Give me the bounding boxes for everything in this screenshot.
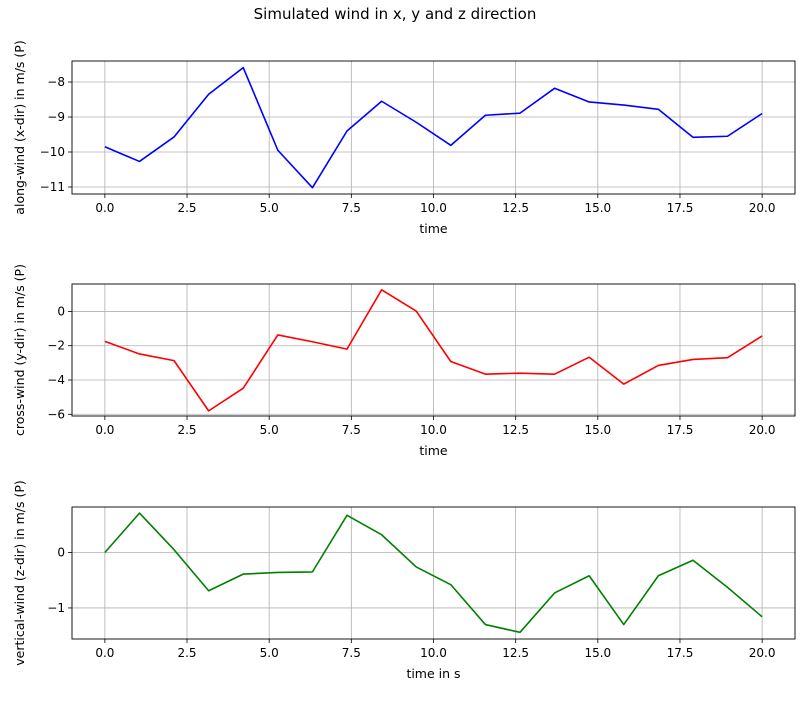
y-tick-label: −6	[47, 407, 65, 421]
y-axis-label: cross-wind (y-dir) in m/s (P)	[12, 264, 27, 436]
x-tick-label: 7.5	[342, 201, 361, 215]
subplot-3: 0.0 2.5 5.0 7.5 10.0 12.5 15.0 17.5 20.0 −1 0 time …	[12, 480, 796, 681]
y-axis-label: vertical-wind (z-dir) in m/s (P)	[12, 480, 27, 666]
x-tick-label: 12.5	[502, 646, 529, 660]
x-tick-label: 0.0	[95, 646, 114, 660]
x-tick-label: 10.0	[420, 201, 447, 215]
x-tick-label: 2.5	[177, 201, 196, 215]
y-tick-label: −10	[40, 145, 65, 159]
x-tick-label: 17.5	[667, 201, 694, 215]
x-axis-label: time	[419, 221, 448, 236]
x-tick-label: 5.0	[260, 201, 279, 215]
x-tick-label: 7.5	[342, 646, 361, 660]
x-tick-label: 7.5	[342, 423, 361, 437]
x-tick-label: 10.0	[420, 423, 447, 437]
y-tick-label: −8	[47, 75, 65, 89]
subplot-2: 0.0 2.5 5.0 7.5 10.0 12.5 15.0 17.5 20.0 −6 −4 −2 0 t…	[12, 264, 796, 458]
x-tick-label: 2.5	[177, 423, 196, 437]
subplot-1: 0.0 2.5 5.0 7.5 10.0 12.5 15.0 17.5 20.0 −11 −10 −9…	[12, 40, 796, 236]
x-tick-label: 12.5	[502, 423, 529, 437]
y-tick-label: −1	[47, 601, 65, 615]
series-line	[104, 66, 763, 189]
subplots: 0.0 2.5 5.0 7.5 10.0 12.5 15.0 17.5 20.0−11−10−9…	[12, 40, 796, 681]
y-tick-label: −11	[40, 180, 65, 194]
figure-title: Simulated wind in x, y and z direction	[254, 5, 537, 23]
x-tick-label: 10.0	[420, 646, 447, 660]
y-tick-label: −2	[47, 339, 65, 353]
x-tick-label: 20.0	[749, 423, 776, 437]
x-tick-label: 12.5	[502, 201, 529, 215]
y-tick-label: −9	[47, 110, 65, 124]
series-line	[104, 512, 763, 634]
x-tick-label: 2.5	[177, 646, 196, 660]
x-tick-label: 15.0	[584, 646, 611, 660]
y-tick-label: −4	[47, 373, 65, 387]
x-tick-label: 0.0	[95, 423, 114, 437]
x-tick-label: 17.5	[667, 646, 694, 660]
y-axis-label: along-wind (x-dir) in m/s (P)	[12, 40, 27, 214]
y-tick-label: 0	[57, 545, 65, 559]
y-tick-label: 0	[57, 304, 65, 318]
x-axis-label: time	[419, 443, 448, 458]
x-axis-label: time in s	[406, 666, 460, 681]
x-tick-label: 5.0	[260, 423, 279, 437]
x-tick-label: 0.0	[95, 201, 114, 215]
x-tick-label: 20.0	[749, 201, 776, 215]
x-tick-label: 5.0	[260, 646, 279, 660]
x-tick-label: 20.0	[749, 646, 776, 660]
x-tick-label: 15.0	[584, 201, 611, 215]
series-line	[104, 289, 763, 412]
x-tick-label: 15.0	[584, 423, 611, 437]
x-tick-label: 17.5	[667, 423, 694, 437]
